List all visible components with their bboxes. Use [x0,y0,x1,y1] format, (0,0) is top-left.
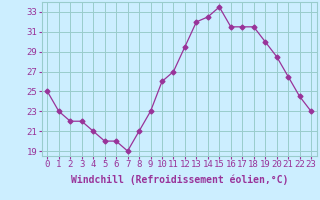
X-axis label: Windchill (Refroidissement éolien,°C): Windchill (Refroidissement éolien,°C) [70,175,288,185]
